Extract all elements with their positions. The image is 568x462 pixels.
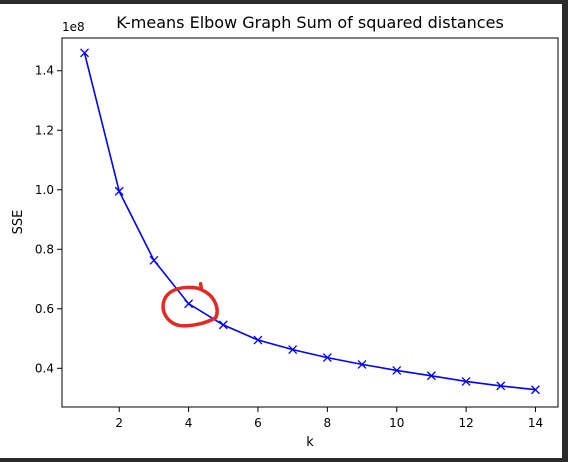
marker-stroke	[496, 381, 506, 391]
window-frame-right	[562, 0, 568, 462]
data-point-marker	[530, 385, 540, 395]
x-tick-label: 10	[389, 416, 404, 430]
y-tick-label: 1.2	[35, 123, 54, 137]
x-tick-label: 8	[324, 416, 332, 430]
marker-stroke	[357, 359, 367, 369]
marker-stroke	[426, 371, 436, 381]
marker-stroke	[114, 186, 124, 196]
x-tick-label: 2	[115, 416, 123, 430]
data-point-marker	[392, 365, 402, 375]
y-axis-offset-label: 1e8	[62, 20, 85, 34]
data-point-marker	[322, 353, 332, 363]
axes-frame	[61, 37, 559, 408]
x-tick-label: 14	[528, 416, 543, 430]
window-frame-bottom	[0, 458, 568, 462]
y-axis-label: SSE	[11, 210, 26, 235]
marker-stroke	[530, 385, 540, 395]
hand-drawn-circle-annotation	[161, 282, 219, 328]
marker-stroke	[392, 365, 402, 375]
x-axis-label: k	[306, 435, 314, 450]
data-point-marker	[496, 381, 506, 391]
marker-stroke	[218, 320, 228, 330]
series-line	[83, 52, 536, 391]
marker-stroke	[80, 48, 90, 58]
chart-title: K-means Elbow Graph Sum of squared dista…	[116, 13, 504, 32]
y-tick-label: 1.0	[35, 183, 54, 197]
data-point-marker	[149, 255, 159, 265]
marker-stroke	[149, 255, 159, 265]
y-tick-label: 0.6	[35, 302, 54, 316]
marker-stroke	[184, 299, 194, 309]
marker-stroke	[461, 376, 471, 386]
data-point-marker	[288, 345, 298, 355]
marker-stroke	[253, 335, 263, 345]
data-point-marker	[114, 186, 124, 196]
window-frame-top	[0, 0, 568, 4]
data-point-marker	[218, 320, 228, 330]
data-point-marker	[426, 371, 436, 381]
y-tick-label: 0.8	[35, 242, 54, 256]
data-point-marker	[461, 376, 471, 386]
data-point-marker	[253, 335, 263, 345]
y-tick-label: 1.4	[35, 64, 54, 78]
marker-stroke	[322, 353, 332, 363]
x-tick-label: 12	[458, 416, 473, 430]
x-tick-label: 4	[185, 416, 193, 430]
y-tick-label: 0.4	[35, 361, 54, 375]
x-tick-label: 6	[254, 416, 262, 430]
marker-stroke	[288, 345, 298, 355]
data-point-marker	[80, 48, 90, 58]
data-point-marker	[357, 359, 367, 369]
data-point-marker	[184, 299, 194, 309]
